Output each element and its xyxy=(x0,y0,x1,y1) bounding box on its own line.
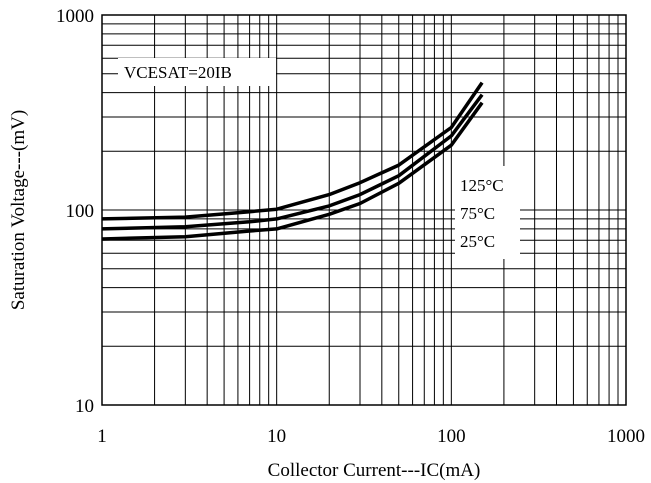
x-tick-label: 1 xyxy=(97,426,107,447)
y-tick-label: 100 xyxy=(66,201,95,222)
y-tick-labels: 10 100 1000 xyxy=(56,6,94,417)
condition-annotation: VCESAT=20IB xyxy=(118,58,276,86)
series-label-bg xyxy=(455,166,520,259)
series-label: 25°C xyxy=(460,232,495,251)
x-tick-label: 100 xyxy=(437,426,466,447)
y-tick-label: 1000 xyxy=(56,6,94,27)
plot-frame xyxy=(101,14,627,406)
x-axis-label: Collector Current---IC(mA) xyxy=(268,460,481,481)
x-tick-label: 10 xyxy=(267,426,286,447)
series-labels: 125°C 75°C 25°C xyxy=(455,166,520,259)
condition-label: VCESAT=20IB xyxy=(124,63,232,82)
series-label: 75°C xyxy=(460,204,495,223)
series-line xyxy=(101,101,484,241)
x-tick-label: 1000 xyxy=(607,426,645,447)
condition-label-bg xyxy=(118,58,276,86)
y-tick-label: 10 xyxy=(75,396,94,417)
y-axis-label: Saturation Voltage---(mV) xyxy=(8,110,29,310)
data-lines xyxy=(101,81,484,241)
series-line xyxy=(101,81,484,221)
series-label: 125°C xyxy=(460,176,504,195)
series-line xyxy=(101,93,484,231)
x-tick-labels: 1 10 100 1000 xyxy=(97,426,645,447)
